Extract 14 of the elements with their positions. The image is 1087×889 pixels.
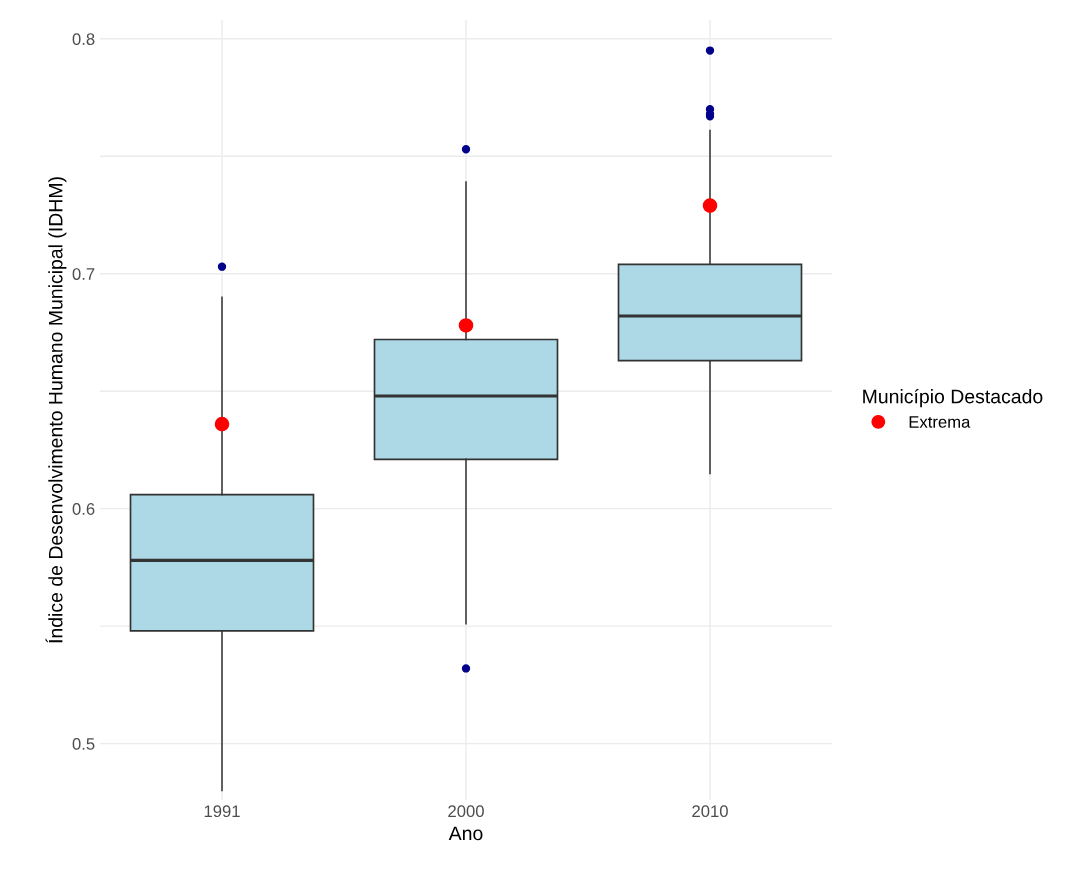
y-axis-title: Índice de Desenvolvimento Humano Municipal (IDHM) (45, 177, 67, 643)
legend-label: Extrema (909, 416, 971, 428)
y-tick-label: 0.7 (72, 268, 95, 280)
point (458, 318, 474, 333)
x-tick-label: 1991 (204, 805, 240, 818)
point (214, 416, 230, 432)
legend-title: Município Destacado (863, 388, 1043, 408)
point (702, 198, 718, 213)
x-tick-label: 2000 (448, 805, 484, 818)
x-axis-title: Ano (448, 826, 483, 841)
y-tick-label: 0.5 (72, 738, 95, 750)
y-tick-label: 0.6 (72, 503, 95, 515)
y-tick-label: 0.8 (72, 33, 95, 45)
x-tick-label: 2010 (692, 805, 728, 818)
